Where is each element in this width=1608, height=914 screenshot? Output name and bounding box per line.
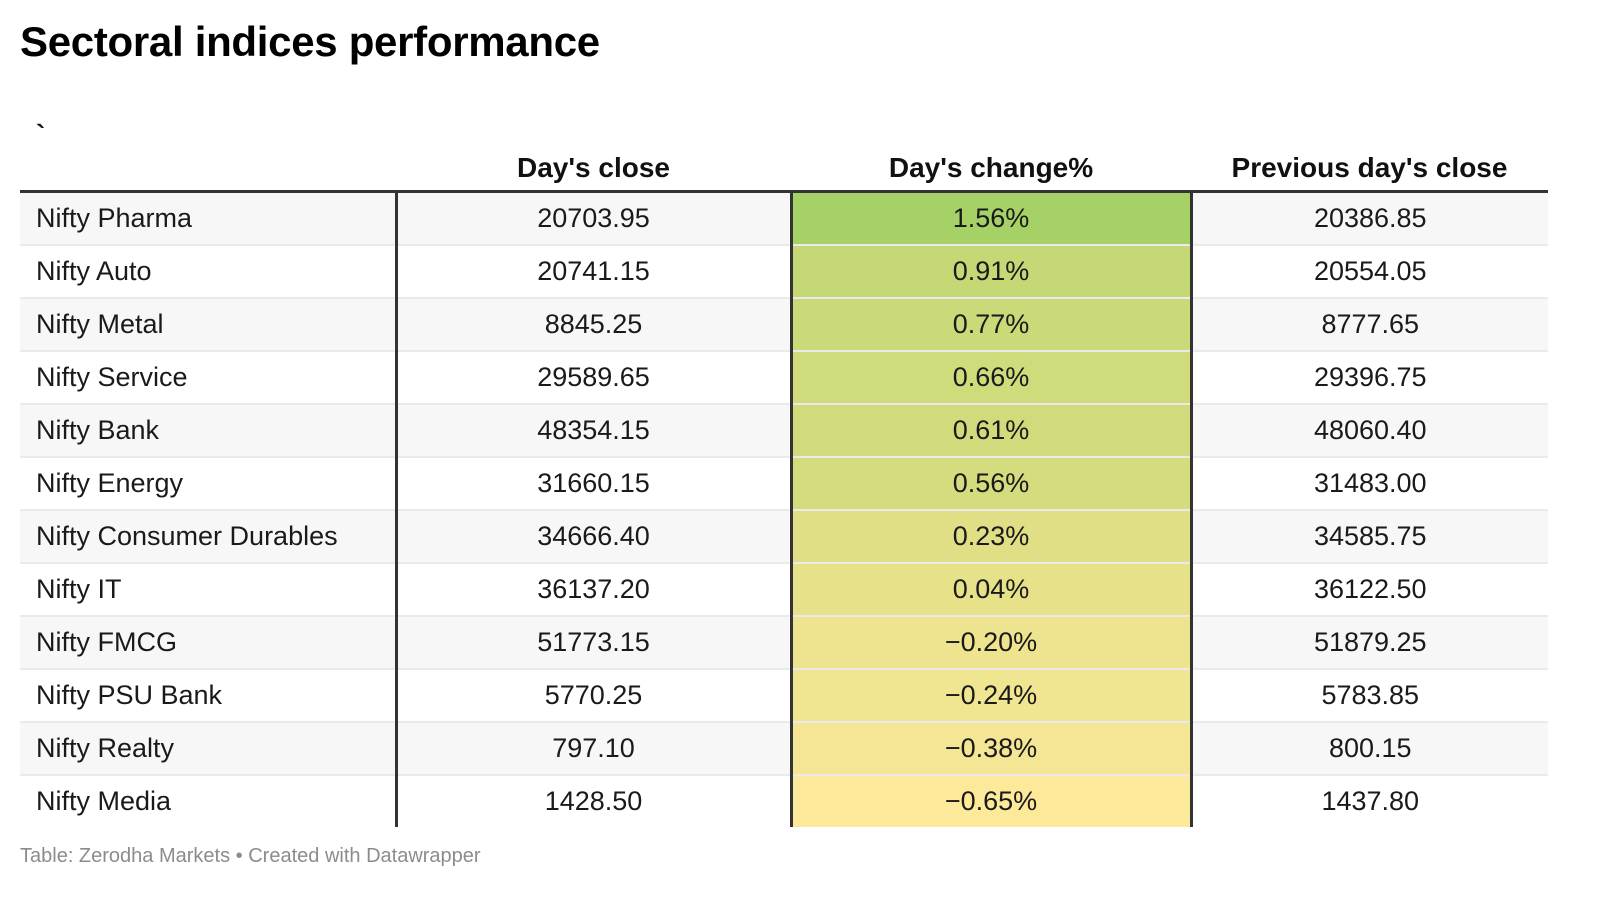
prev-close-cell: 31483.00 <box>1191 457 1548 511</box>
prev-close-cell: 1437.80 <box>1191 775 1548 827</box>
day-close-cell: 31660.15 <box>396 457 793 511</box>
prev-close-cell: 36122.50 <box>1191 563 1548 617</box>
index-name-cell: Nifty Media <box>20 775 398 827</box>
table-row: Nifty Consumer Durables 34666.40 0.23% 3458… <box>20 510 1548 564</box>
index-name-cell: Nifty IT <box>20 563 398 617</box>
index-name-cell: Nifty Energy <box>20 457 398 511</box>
index-name-cell: Nifty Pharma <box>20 191 398 246</box>
day-close-cell: 1428.50 <box>396 775 793 827</box>
day-change-cell: 0.61% <box>791 404 1193 458</box>
index-name-cell: Nifty Bank <box>20 404 398 458</box>
day-change-cell: 0.77% <box>791 298 1193 352</box>
day-change-cell: 0.04% <box>791 563 1193 617</box>
day-change-cell: 1.56% <box>791 191 1193 246</box>
column-header-prev-close[interactable]: Previous day's close <box>1191 103 1548 193</box>
prev-close-cell: 51879.25 <box>1191 616 1548 670</box>
datawrapper-credit[interactable]: Created with Datawrapper <box>248 845 481 867</box>
table-row: Nifty Metal 8845.25 0.77% 8777.65 <box>20 298 1548 352</box>
day-close-cell: 8845.25 <box>396 298 793 352</box>
day-change-cell: −0.20% <box>791 616 1193 670</box>
day-change-cell: −0.65% <box>791 775 1193 827</box>
day-change-cell: −0.38% <box>791 722 1193 776</box>
sector-table: ` Day's close Day's change% Previous day… <box>20 103 1548 827</box>
day-close-cell: 797.10 <box>396 722 793 776</box>
table-row: Nifty IT 36137.20 0.04% 36122.50 <box>20 563 1548 617</box>
index-name-cell: Nifty Auto <box>20 245 398 299</box>
index-name-cell: Nifty Service <box>20 351 398 405</box>
footer-separator: • <box>230 845 249 867</box>
table-row: Nifty PSU Bank 5770.25 −0.24% 5783.85 <box>20 669 1548 723</box>
index-name-cell: Nifty Consumer Durables <box>20 510 398 564</box>
source-note: Table: Zerodha Markets <box>20 845 231 867</box>
table-row: Nifty Media 1428.50 −0.65% 1437.80 <box>20 775 1548 827</box>
table-header-row: ` Day's close Day's change% Previous day… <box>20 103 1548 193</box>
index-name-cell: Nifty PSU Bank <box>20 669 398 723</box>
prev-close-cell: 800.15 <box>1191 722 1548 776</box>
table-row: Nifty Auto 20741.15 0.91% 20554.05 <box>20 245 1548 299</box>
index-name-cell: Nifty Metal <box>20 298 398 352</box>
prev-close-cell: 5783.85 <box>1191 669 1548 723</box>
column-header-close[interactable]: Day's close <box>396 103 791 193</box>
table-row: Nifty Bank 48354.15 0.61% 48060.40 <box>20 404 1548 458</box>
table-row: Nifty Pharma 20703.95 1.56% 20386.85 <box>20 191 1548 246</box>
day-change-cell: 0.66% <box>791 351 1193 405</box>
prev-close-cell: 34585.75 <box>1191 510 1548 564</box>
table-row: Nifty Service 29589.65 0.66% 29396.75 <box>20 351 1548 405</box>
day-close-cell: 5770.25 <box>396 669 793 723</box>
day-close-cell: 48354.15 <box>396 404 793 458</box>
day-change-cell: 0.91% <box>791 245 1193 299</box>
day-close-cell: 34666.40 <box>396 510 793 564</box>
day-close-cell: 36137.20 <box>396 563 793 617</box>
index-name-cell: Nifty Realty <box>20 722 398 776</box>
table-row: Nifty Energy 31660.15 0.56% 31483.00 <box>20 457 1548 511</box>
table-row: Nifty FMCG 51773.15 −0.20% 51879.25 <box>20 616 1548 670</box>
column-header-change[interactable]: Day's change% <box>791 103 1191 193</box>
prev-close-cell: 20386.85 <box>1191 191 1548 246</box>
day-change-cell: −0.24% <box>791 669 1193 723</box>
day-close-cell: 20703.95 <box>396 191 793 246</box>
prev-close-cell: 29396.75 <box>1191 351 1548 405</box>
table-body: Nifty Pharma 20703.95 1.56% 20386.85 Nifty A… <box>20 191 1548 827</box>
prev-close-cell: 8777.65 <box>1191 298 1548 352</box>
index-name-cell: Nifty FMCG <box>20 616 398 670</box>
column-header-name[interactable]: ` <box>20 103 396 193</box>
chart-title: Sectoral indices performance <box>20 18 600 65</box>
prev-close-cell: 20554.05 <box>1191 245 1548 299</box>
day-close-cell: 51773.15 <box>396 616 793 670</box>
day-change-cell: 0.23% <box>791 510 1193 564</box>
day-change-cell: 0.56% <box>791 457 1193 511</box>
prev-close-cell: 48060.40 <box>1191 404 1548 458</box>
footer: Table: Zerodha Markets • Created with Da… <box>20 845 481 868</box>
table-row: Nifty Realty 797.10 −0.38% 800.15 <box>20 722 1548 776</box>
day-close-cell: 29589.65 <box>396 351 793 405</box>
day-close-cell: 20741.15 <box>396 245 793 299</box>
